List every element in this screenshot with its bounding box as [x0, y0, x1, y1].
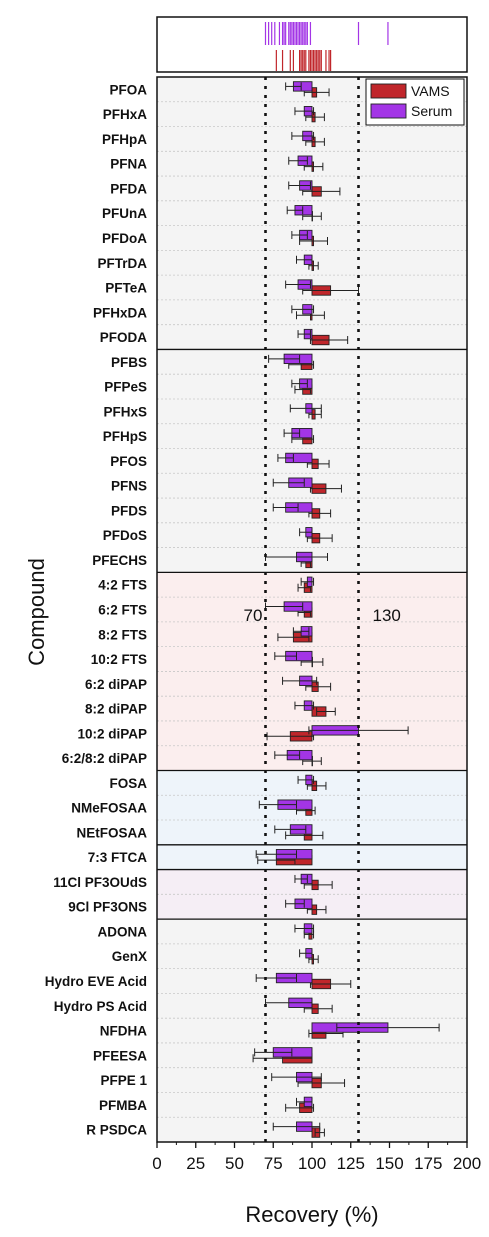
category-label: PFHpA: [102, 132, 147, 147]
x-tick-label: 175: [414, 1154, 442, 1173]
x-tick-label: 100: [298, 1154, 326, 1173]
reference-label-70: 70: [244, 606, 263, 625]
category-label: PFPeS: [104, 380, 147, 395]
category-label: NFDHA: [100, 1024, 147, 1039]
category-label: NEtFOSAA: [77, 825, 148, 840]
x-axis: 0 25 50 75 100 125 150 175 200: [152, 1142, 481, 1173]
reference-label-130: 130: [373, 606, 401, 625]
legend-label-vams: VAMS: [411, 83, 450, 99]
y-axis-title: Compound: [24, 558, 49, 666]
category-label: 10:2 diPAP: [77, 726, 147, 741]
category-label: PFNA: [110, 157, 147, 172]
legend-label-serum: Serum: [411, 103, 452, 119]
x-axis-title: Recovery (%): [245, 1202, 378, 1227]
category-label: NMeFOSAA: [71, 801, 147, 816]
rug-panel: [156, 16, 468, 73]
category-label: PFOA: [109, 82, 147, 97]
category-label: Hydro EVE Acid: [45, 974, 147, 989]
category-label: 6:2/8:2 diPAP: [62, 751, 147, 766]
category-label: PFTeA: [105, 281, 147, 296]
category-label: PFECHS: [92, 553, 147, 568]
category-label: 8:2 diPAP: [85, 702, 147, 717]
category-label: PFDS: [111, 503, 147, 518]
category-label: PFMBA: [99, 1098, 147, 1113]
category-label: GenX: [112, 949, 147, 964]
category-label: PFTrDA: [97, 256, 147, 271]
category-label: PFHxS: [103, 404, 147, 419]
x-tick-label: 0: [152, 1154, 161, 1173]
category-label: 10:2 FTS: [91, 652, 147, 667]
x-tick-label: 75: [264, 1154, 283, 1173]
x-tick-label: 50: [225, 1154, 244, 1173]
category-label: PFDoA: [102, 231, 147, 246]
x-tick-label: 25: [186, 1154, 205, 1173]
category-label: PFHxA: [103, 107, 148, 122]
category-label: PFUnA: [102, 206, 147, 221]
category-label: Hydro PS Acid: [54, 999, 147, 1014]
category-label: 11Cl PF3OUdS: [53, 875, 147, 890]
category-label: PFBS: [111, 355, 147, 370]
category-label: 6:2 diPAP: [85, 677, 147, 692]
category-label: 4:2 FTS: [98, 578, 147, 593]
category-label: PFOS: [110, 454, 147, 469]
bars-layer: [252, 81, 440, 1138]
category-label: PFDoS: [103, 528, 147, 543]
category-label: PFHxDA: [93, 305, 147, 320]
category-label: PFDA: [110, 181, 147, 196]
reference-lines: 70 130: [244, 77, 401, 1142]
category-label: ADONA: [98, 924, 148, 939]
category-label: PFODA: [100, 330, 148, 345]
category-label: FOSA: [109, 776, 147, 791]
category-label: 6:2 FTS: [98, 603, 147, 618]
category-label: PFNS: [111, 479, 147, 494]
category-label: PFPE 1: [100, 1073, 147, 1088]
category-label: 9Cl PF3ONS: [68, 900, 147, 915]
category-label: PFHpS: [103, 429, 147, 444]
x-tick-label: 150: [375, 1154, 403, 1173]
legend: VAMS Serum: [365, 78, 465, 126]
category-labels: PFOA PFHxA PFHpA PFNA PFDA PFUnA PFDoA PFTrDA PF…: [45, 82, 148, 1137]
category-label: 7:3 FTCA: [88, 850, 148, 865]
x-tick-label: 125: [337, 1154, 365, 1173]
category-label: PFEESA: [93, 1048, 147, 1063]
x-tick-label: 200: [453, 1154, 481, 1173]
category-label: 8:2 FTS: [98, 627, 147, 642]
category-label: R PSDCA: [86, 1123, 147, 1138]
legend-swatch-serum: [370, 103, 407, 119]
legend-swatch-vams: [370, 83, 407, 99]
